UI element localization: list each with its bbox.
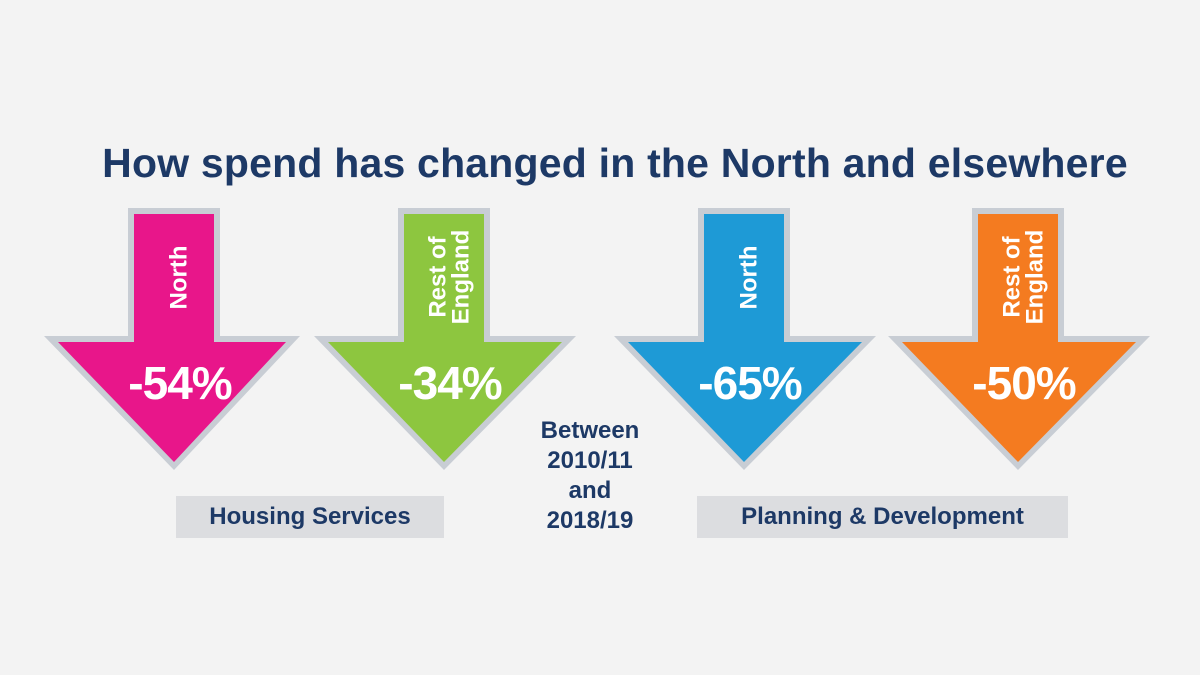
arrow-shape (614, 208, 876, 470)
chart-title: How spend has changed in the North and e… (102, 140, 1128, 186)
region-label: Rest of England (424, 229, 475, 325)
arrow-shape (888, 208, 1150, 470)
period-line: Between (540, 417, 640, 444)
arrow-shape (44, 208, 300, 470)
value-label: -65% (698, 357, 802, 409)
arrow-housing-north: North -54% (44, 208, 316, 470)
arrow-housing-rest-of-england: Rest of England -34% (314, 208, 586, 470)
region-label: North (735, 245, 763, 309)
region-label: North (165, 245, 193, 309)
value-label: -34% (398, 357, 502, 409)
arrow-planning-north: North -65% (614, 208, 886, 470)
region-label: Rest of England (998, 229, 1049, 325)
arrow-planning-rest-of-england: Rest of England -50% (888, 208, 1160, 470)
value-label: -54% (128, 357, 232, 409)
period-line: 2018/19 (546, 507, 634, 534)
period-line: and (568, 477, 612, 504)
group-label-housing-services: Housing Services (176, 496, 444, 538)
period-line: 2010/11 (547, 447, 633, 474)
value-label: -50% (972, 357, 1076, 409)
arrow-shape (314, 208, 576, 470)
group-label-planning-development: Planning & Development (697, 496, 1068, 538)
period-text: Between 2010/11 and 2018/19 (510, 416, 670, 536)
